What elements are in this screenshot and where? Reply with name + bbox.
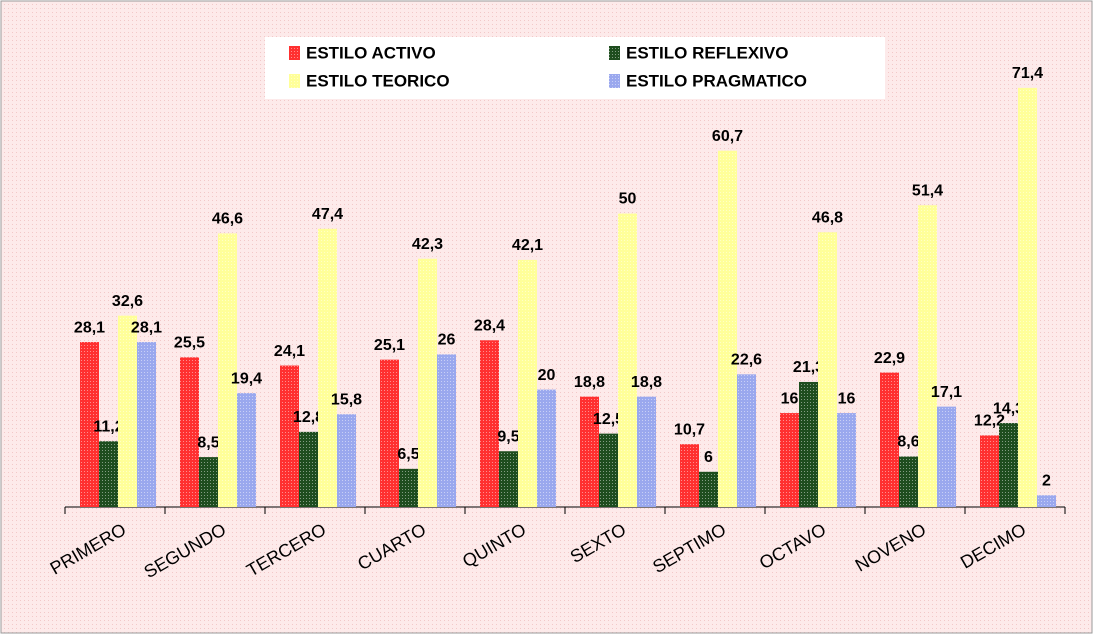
bar-texture [499,451,518,507]
bar-texture [699,471,718,507]
bar-texture [718,150,737,508]
data-label: 71,4 [1012,65,1043,82]
data-label: 9,5 [497,428,519,445]
bar-texture [837,413,856,507]
legend-label: ESTILO ACTIVO [306,43,436,62]
data-label: 18,8 [574,374,605,391]
bar-texture [618,213,637,507]
data-label: 10,7 [674,421,705,438]
data-label: 46,8 [812,210,843,227]
data-label: 16 [781,390,799,407]
legend-label: ESTILO TEORICO [306,71,450,90]
bar-texture [80,342,99,507]
bar-texture [918,205,937,508]
legend-swatch-texture [289,46,300,60]
data-label: 17,1 [931,384,962,401]
bar-texture [380,359,399,507]
bar-texture [537,389,556,507]
bar-texture [180,357,199,507]
bar-texture [880,372,899,507]
bar-texture [1037,495,1056,507]
bar-texture [480,340,499,507]
data-label: 22,9 [874,350,905,367]
bar-texture [899,456,918,507]
bar-texture [399,468,418,507]
bar-texture [337,414,356,507]
bar-texture [818,232,837,507]
data-label: 42,3 [412,236,443,253]
data-label: 50 [619,191,637,208]
bar-texture [318,228,337,507]
bar-texture [518,259,537,507]
data-label: 11,2 [93,418,123,435]
data-label: 15,8 [331,391,362,408]
data-label: 28,1 [131,319,162,336]
legend-swatch-texture [609,74,620,88]
bar-texture [580,396,599,507]
data-label: 60,7 [712,128,743,145]
bar-texture [299,431,318,507]
data-label: 20 [538,367,556,384]
data-label: 16 [838,390,856,407]
bar-texture [1018,87,1037,508]
bar-texture [437,354,456,507]
data-label: 12,8 [293,409,324,426]
bar-texture [937,406,956,507]
bar-texture [980,435,999,507]
legend-swatch-texture [289,74,300,88]
data-label: 8,6 [897,434,919,451]
data-label: 46,6 [212,211,243,228]
data-label: 14,3 [993,400,1024,417]
data-label: 22,6 [731,352,762,369]
data-label: 51,4 [912,183,943,200]
bar-texture [799,381,818,507]
bar-texture [99,441,118,507]
data-label: 28,1 [74,319,105,336]
bar-texture [280,365,299,507]
data-label: 25,5 [174,335,205,352]
data-label: 19,4 [231,370,262,387]
data-label: 21,3 [793,359,824,376]
data-label: 24,1 [274,343,305,360]
data-label: 6,5 [397,446,419,463]
bar-texture [218,233,237,507]
bar-texture [118,315,137,507]
bar-texture [237,393,256,507]
legend-swatch-texture [609,46,620,60]
legend-label: ESTILO REFLEXIVO [626,43,788,62]
data-label: 12,2 [974,413,1005,430]
data-label: 12,5 [593,411,624,428]
legend-label: ESTILO PRAGMATICO [626,71,807,90]
bar-texture [999,423,1018,507]
bar-texture [680,444,699,507]
bar-texture [199,457,218,507]
data-label: 25,1 [374,337,405,354]
bar-texture [780,413,799,507]
data-label: 47,4 [312,206,343,223]
bar-texture [737,374,756,507]
data-label: 28,4 [474,318,505,335]
data-label: 6 [704,449,713,466]
bar-texture [599,433,618,507]
legend-box [265,37,885,99]
bar-texture [637,396,656,507]
data-label: 2 [1042,472,1051,489]
bar-texture [418,258,437,507]
bar-texture [137,342,156,507]
data-label: 42,1 [512,237,543,254]
data-label: 32,6 [112,293,143,310]
data-label: 8,5 [197,434,219,451]
data-label: 18,8 [631,374,662,391]
data-label: 26 [438,332,456,349]
